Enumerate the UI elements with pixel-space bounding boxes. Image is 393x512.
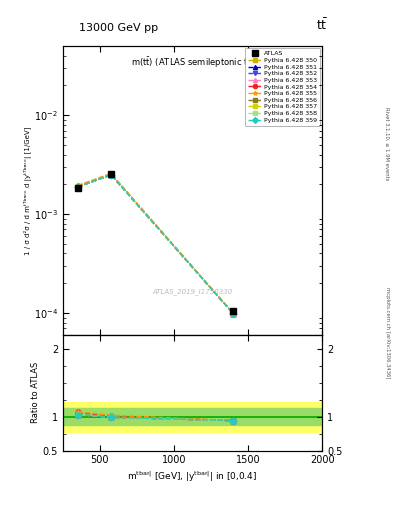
Text: mcplots.cern.ch [arXiv:1306.3436]: mcplots.cern.ch [arXiv:1306.3436]: [385, 287, 389, 378]
X-axis label: m$^{\mathsf{tbar|}}$ [GeV], |y$^{\mathsf{tbar|}}$| in [0,0.4]: m$^{\mathsf{tbar|}}$ [GeV], |y$^{\mathsf…: [127, 470, 258, 484]
Text: m(t$\mathdefault{\bar{t}}$) (ATLAS semileptonic t$\mathdefault{\bar{t}}$): m(t$\mathdefault{\bar{t}}$) (ATLAS semil…: [131, 55, 254, 70]
Text: Rivet 3.1.10, ≥ 1.9M events: Rivet 3.1.10, ≥ 1.9M events: [385, 106, 389, 180]
Bar: [63, 409, 322, 425]
Legend: ATLAS, Pythia 6.428 350, Pythia 6.428 351, Pythia 6.428 352, Pythia 6.428 353, P: ATLAS, Pythia 6.428 350, Pythia 6.428 35…: [245, 48, 320, 126]
Text: 13000 GeV pp: 13000 GeV pp: [79, 23, 158, 33]
Text: $\mathrm{t\bar{t}}$: $\mathrm{t\bar{t}}$: [316, 18, 328, 33]
Bar: [63, 401, 322, 432]
Text: ATLAS_2019_I1750330: ATLAS_2019_I1750330: [152, 288, 233, 295]
Y-axis label: Ratio to ATLAS: Ratio to ATLAS: [31, 362, 40, 423]
Y-axis label: 1 / σ d²σ / d mᵗᵀᵇᵃʳ⁼ d |yᵗᵀᵇᵃʳ⁼| [1/GeV]: 1 / σ d²σ / d mᵗᵀᵇᵃʳ⁼ d |yᵗᵀᵇᵃʳ⁼| [1/GeV…: [24, 126, 33, 255]
